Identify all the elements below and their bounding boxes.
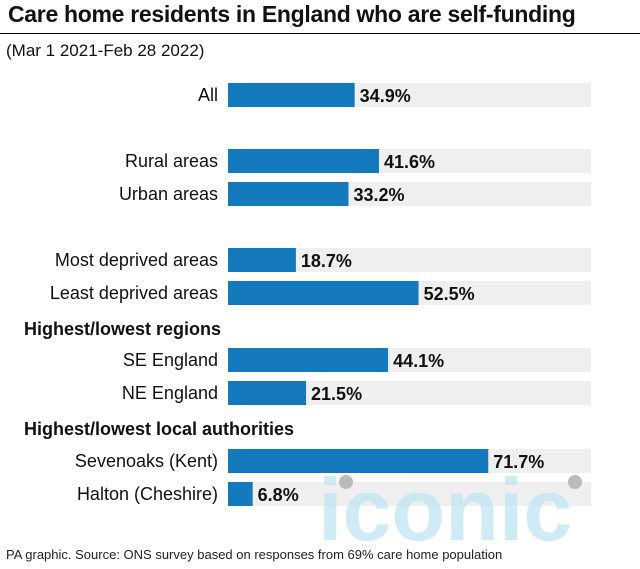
chart-subtitle: (Mar 1 2021-Feb 28 2022) bbox=[6, 41, 205, 60]
data-label: 33.2% bbox=[354, 185, 405, 205]
data-label: 44.1% bbox=[393, 351, 444, 371]
bar bbox=[228, 182, 349, 206]
data-label: 41.6% bbox=[384, 152, 435, 172]
category-label: Most deprived areas bbox=[55, 250, 218, 270]
data-label: 52.5% bbox=[424, 284, 475, 304]
category-label: Least deprived areas bbox=[50, 283, 218, 303]
section-heading: Highest/lowest local authorities bbox=[24, 419, 294, 439]
watermark-text: iconic bbox=[318, 470, 572, 550]
watermark-dot-right bbox=[568, 475, 582, 489]
bar bbox=[228, 248, 296, 272]
bar bbox=[228, 449, 489, 473]
data-label: 21.5% bbox=[311, 384, 362, 404]
chart-title: Care home residents in England who are s… bbox=[8, 1, 576, 27]
bar bbox=[228, 482, 253, 506]
iconic-watermark: iconic bbox=[318, 470, 582, 550]
data-label: 34.9% bbox=[360, 86, 411, 106]
category-label: NE England bbox=[122, 383, 218, 403]
bar bbox=[228, 149, 380, 173]
bar bbox=[228, 83, 355, 107]
bar bbox=[228, 348, 389, 372]
category-label: All bbox=[198, 85, 218, 105]
source-footer: PA graphic. Source: ONS survey based on … bbox=[6, 547, 503, 562]
bar bbox=[228, 381, 307, 405]
category-label: Rural areas bbox=[125, 151, 218, 171]
bar bbox=[228, 281, 419, 305]
title-divider bbox=[0, 33, 640, 34]
section-heading: Highest/lowest regions bbox=[24, 319, 221, 339]
data-label: 6.8% bbox=[258, 485, 299, 505]
bar-chart: All 34.9% Rural areas 41.6% Urban areas 33.2%… bbox=[24, 83, 591, 506]
category-label: Urban areas bbox=[119, 184, 218, 204]
watermark-dot-left bbox=[339, 475, 353, 489]
data-label: 18.7% bbox=[301, 251, 352, 271]
data-label: 71.7% bbox=[493, 452, 544, 472]
category-label: SE England bbox=[123, 350, 218, 370]
bar-track bbox=[228, 482, 591, 506]
category-label: Sevenoaks (Kent) bbox=[75, 451, 218, 471]
category-label: Halton (Cheshire) bbox=[77, 484, 218, 504]
